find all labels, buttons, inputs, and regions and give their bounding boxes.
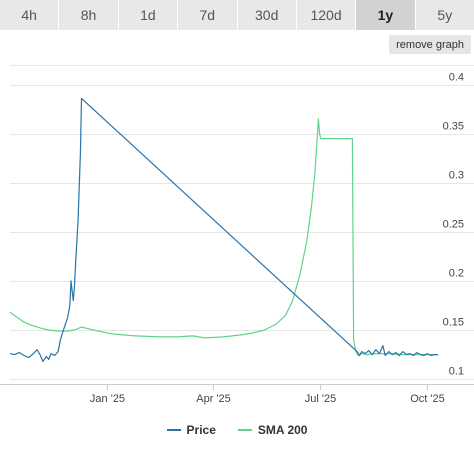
remove-graph-button[interactable]: remove graph	[389, 35, 471, 54]
tab-1y[interactable]: 1y	[356, 0, 416, 30]
chart-legend: Price SMA 200	[0, 419, 474, 441]
tab-8h[interactable]: 8h	[59, 0, 119, 30]
tab-30d[interactable]: 30d	[237, 0, 297, 30]
tab-4h[interactable]: 4h	[0, 0, 60, 30]
sma-200-series-line	[9, 118, 438, 357]
legend-label-price: Price	[186, 423, 216, 437]
legend-label-sma: SMA 200	[257, 423, 308, 437]
timeframe-tabs: 4h 8h 1d 7d 30d 120d 1y 5y	[0, 0, 474, 30]
x-tick-label: Apr '25	[196, 393, 231, 405]
legend-item-sma[interactable]: SMA 200	[237, 423, 308, 437]
price-series-line	[9, 97, 438, 362]
x-tick-label: Oct '25	[410, 393, 445, 405]
x-axis: Jan '25 Apr '25 Jul '25 Oct '25	[0, 384, 474, 405]
tab-7d[interactable]: 7d	[178, 0, 238, 30]
tab-120d[interactable]: 120d	[296, 0, 357, 30]
y-tick-label: 0.15	[443, 317, 464, 329]
y-tick-label: 0.1	[449, 366, 464, 378]
y-tick-label: 0.2	[449, 268, 464, 280]
price-chart: 0.10.150.20.250.30.350.4 Jan '25 Apr '25 J…	[0, 65, 474, 405]
x-tick-label: Jan '25	[90, 393, 125, 405]
x-tick-label: Jul '25	[305, 393, 336, 405]
tab-5y[interactable]: 5y	[415, 0, 474, 30]
chart-grid	[10, 65, 474, 380]
tab-1d[interactable]: 1d	[118, 0, 179, 30]
sma-line-swatch	[237, 429, 252, 431]
y-tick-label: 0.4	[449, 72, 464, 84]
legend-item-price[interactable]: Price	[166, 423, 216, 437]
y-axis: 0.1 0.15 0.2 0.25 0.3 0.35 0.4	[443, 72, 464, 378]
y-tick-label: 0.35	[443, 121, 464, 133]
chart-series	[9, 97, 438, 362]
y-tick-label: 0.25	[443, 219, 464, 231]
y-tick-label: 0.3	[449, 170, 464, 182]
price-line-swatch	[166, 429, 181, 431]
